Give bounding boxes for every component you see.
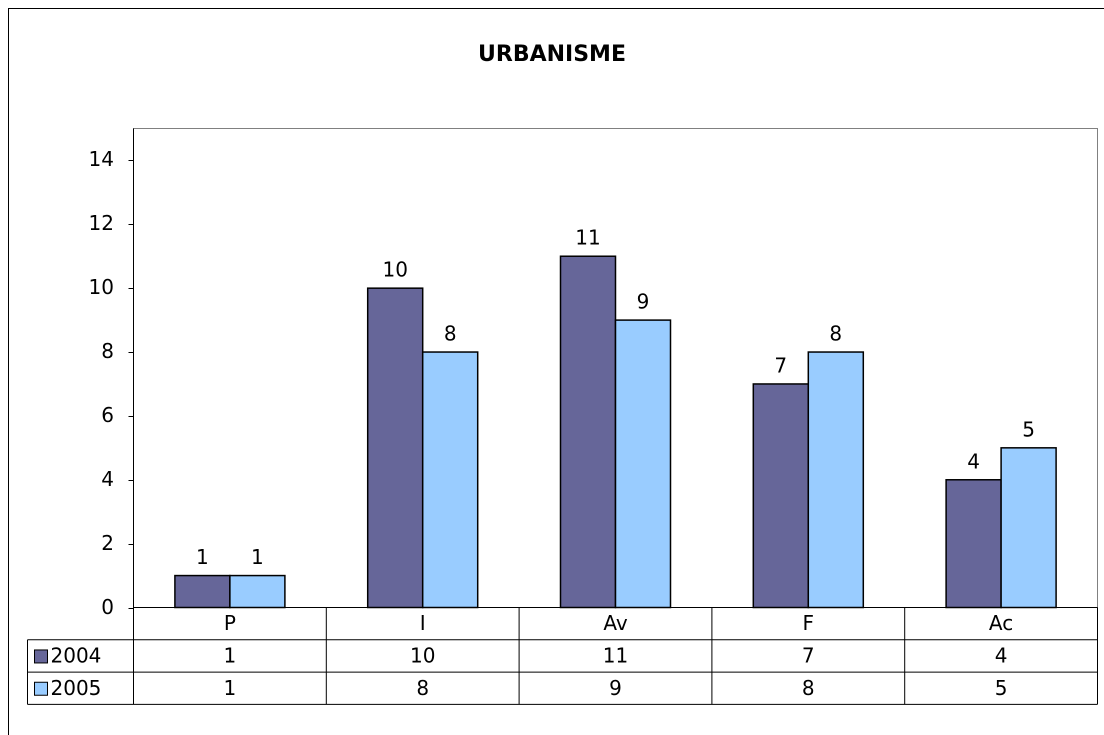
data-label: 4 — [967, 449, 980, 473]
y-tick-label: 2 — [101, 531, 114, 555]
y-tick-label: 4 — [101, 467, 114, 491]
legend-label: 2005 — [51, 676, 102, 700]
bar — [945, 479, 1002, 609]
legend-key — [34, 649, 48, 664]
data-label: 7 — [774, 353, 787, 377]
legend-label: 2004 — [51, 643, 102, 667]
bar — [174, 574, 231, 609]
table-value: 7 — [802, 643, 815, 667]
y-tick-label: 10 — [89, 275, 114, 299]
bar — [559, 255, 617, 609]
table-value: 9 — [609, 676, 622, 700]
data-label: 10 — [382, 258, 407, 282]
data-label: 8 — [829, 322, 842, 346]
table-value: 1 — [224, 676, 237, 700]
table-value: 1 — [224, 643, 237, 667]
table-value: 8 — [802, 676, 815, 700]
table-value: 10 — [410, 643, 435, 667]
x-tick-label: Av — [603, 611, 628, 635]
x-tick-label: P — [224, 611, 236, 635]
y-tick-label: 0 — [101, 595, 114, 619]
data-label: 11 — [575, 226, 600, 250]
data-label: 8 — [444, 322, 457, 346]
bar — [366, 287, 424, 609]
chart-title: URBANISME — [478, 42, 626, 67]
table-value: 8 — [416, 676, 429, 700]
data-label: 1 — [251, 545, 264, 569]
x-tick-label: I — [420, 611, 426, 635]
y-tick-label: 8 — [101, 339, 114, 363]
data-label: 1 — [196, 545, 209, 569]
y-tick-label: 6 — [101, 403, 114, 427]
bar — [807, 351, 865, 609]
bar — [614, 319, 672, 609]
table-value: 11 — [603, 643, 628, 667]
bar — [1000, 447, 1057, 609]
table-value: 4 — [995, 643, 1008, 667]
y-tick-label: 14 — [89, 147, 114, 171]
x-tick-label: F — [803, 611, 815, 635]
table-value: 5 — [995, 676, 1008, 700]
bar — [421, 351, 479, 609]
bar — [752, 383, 810, 609]
x-tick-label: Ac — [989, 611, 1013, 635]
data-label: 9 — [637, 290, 650, 314]
bar — [229, 574, 286, 609]
data-label: 5 — [1022, 417, 1035, 441]
y-tick-label: 12 — [89, 211, 114, 235]
legend-key — [34, 681, 48, 696]
